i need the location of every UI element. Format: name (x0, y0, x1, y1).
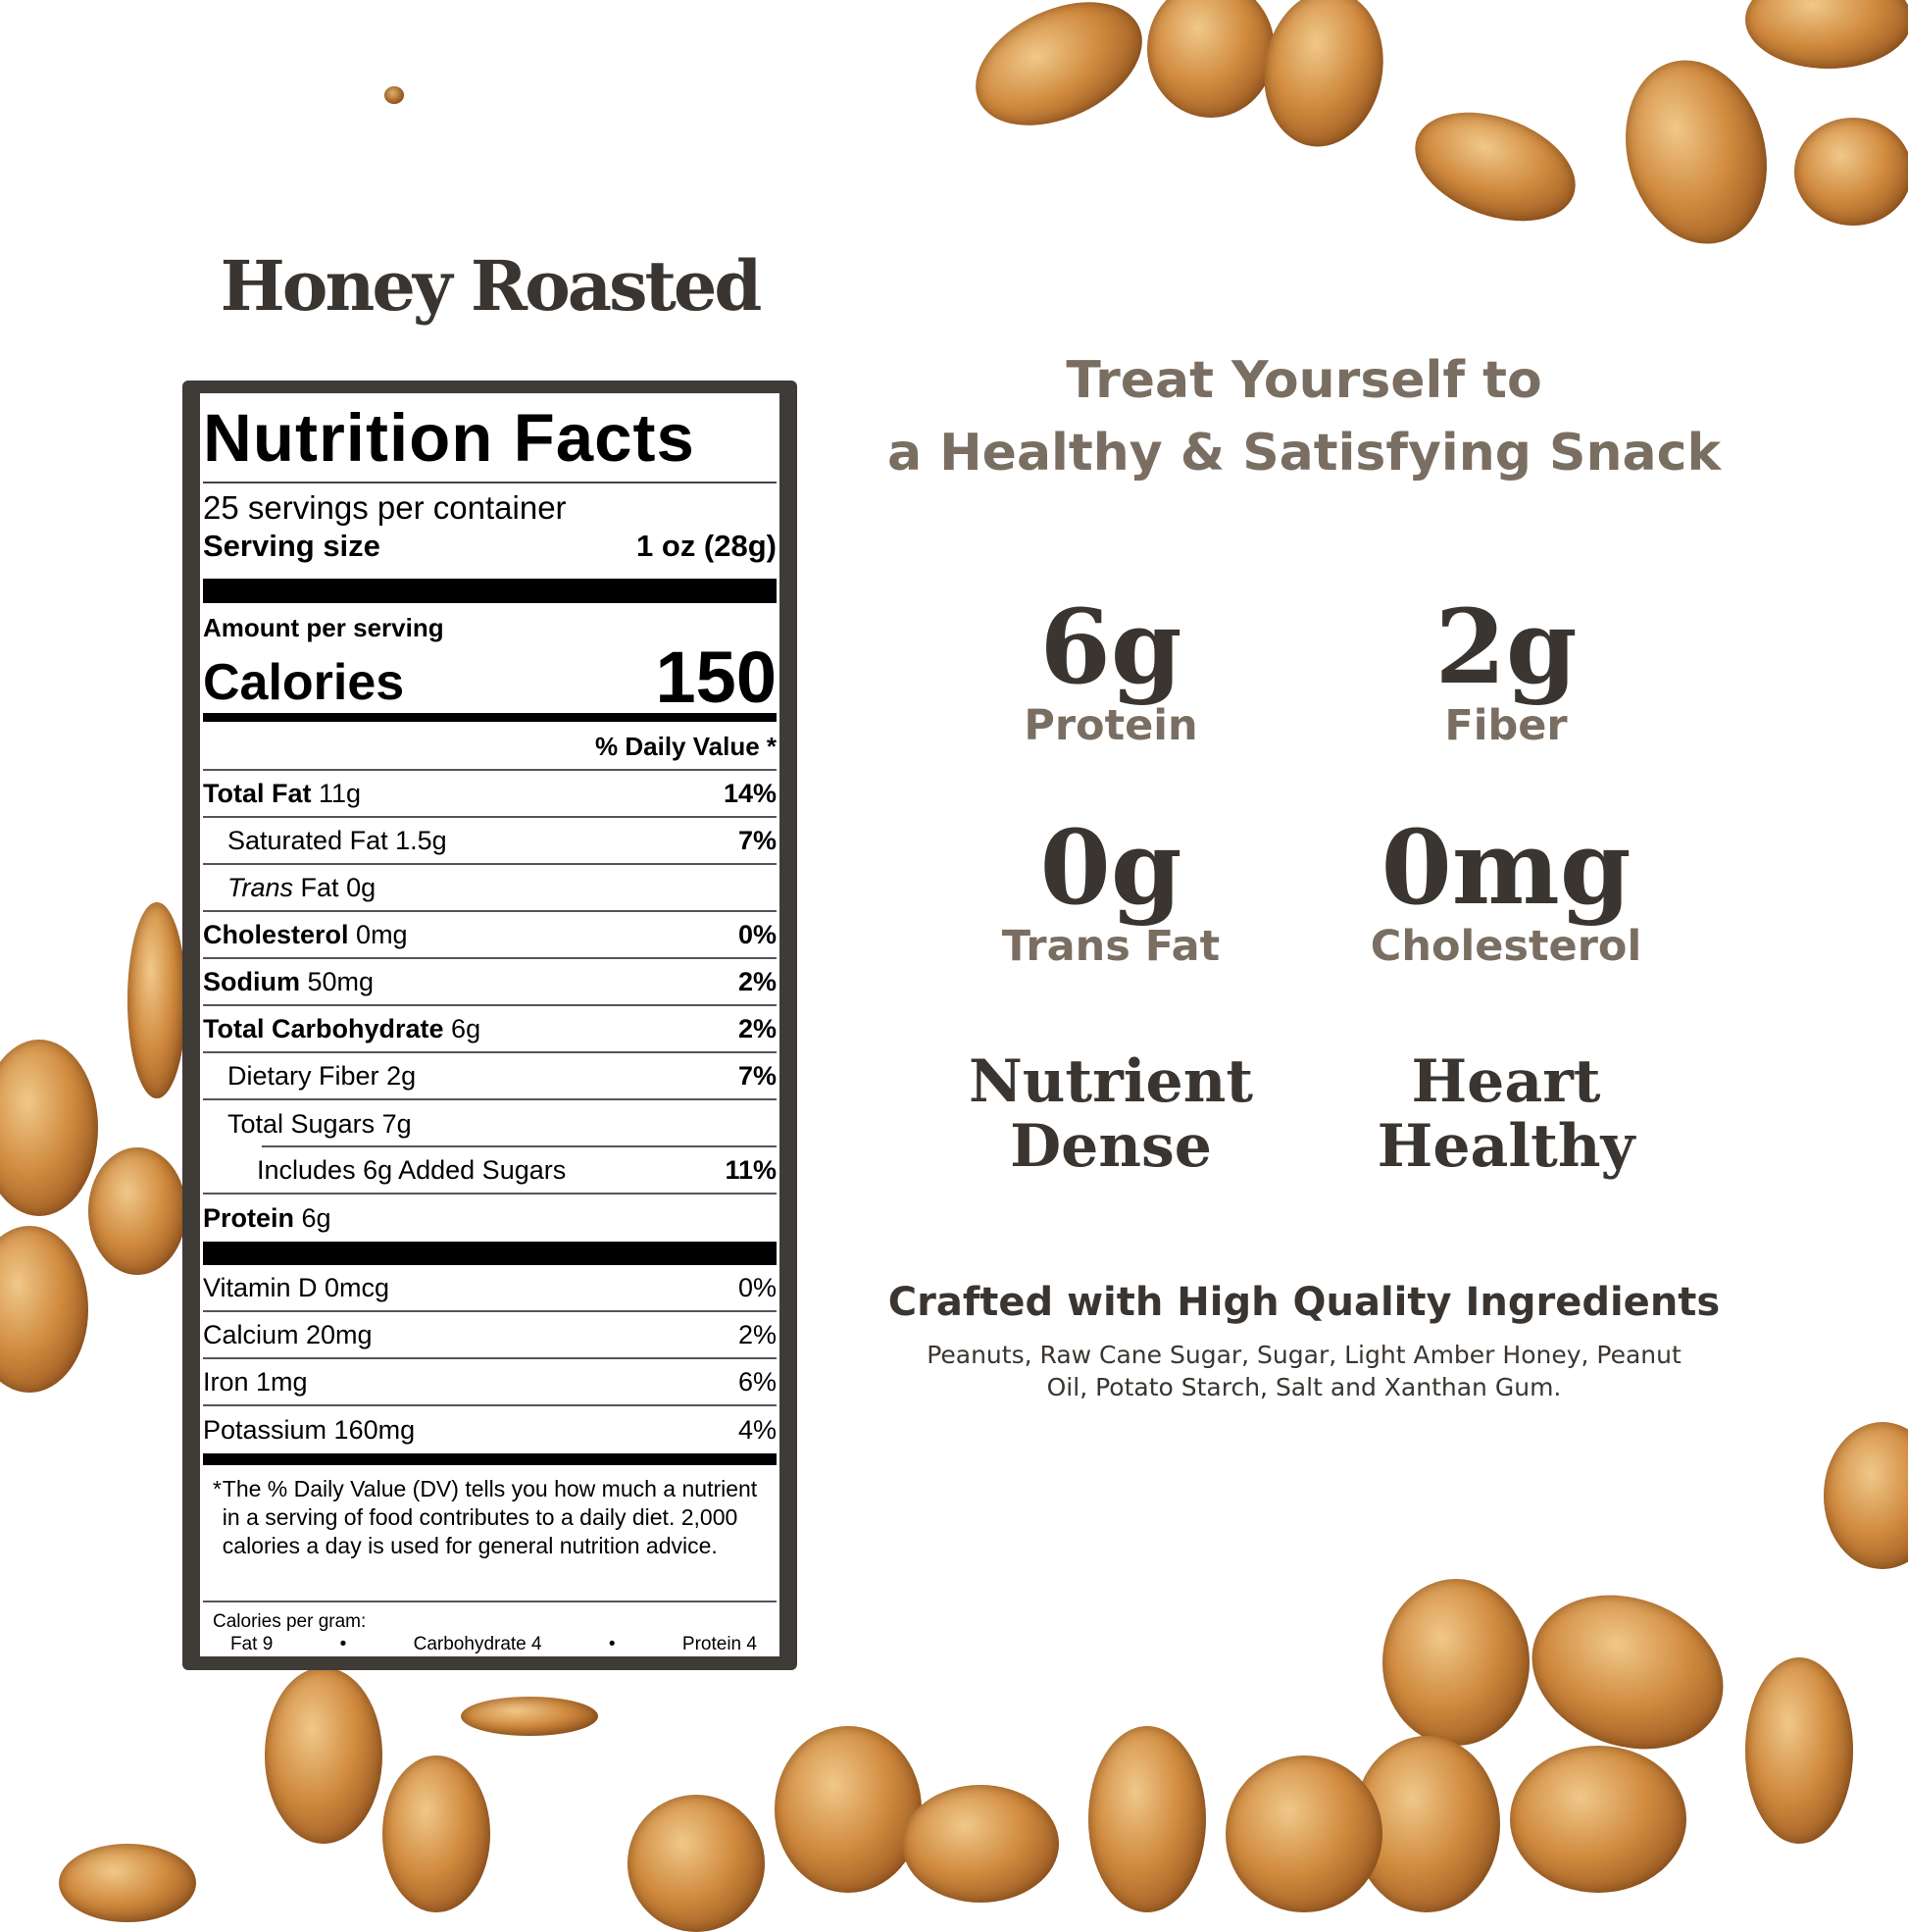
divider (203, 579, 777, 603)
divider (203, 1453, 777, 1465)
nutrient-row-total-sugars: Total Sugars 7g (203, 1100, 777, 1147)
daily-value-header: % Daily Value * (203, 722, 777, 771)
stat-cholesterol: 0mg Cholesterol (1370, 807, 1642, 972)
calories-label: Calories (203, 654, 405, 711)
claim-nutrient-dense: Nutrient Dense (968, 1047, 1254, 1181)
nutrient-row-sodium: Sodium 50mg 2% (203, 959, 777, 1006)
servings-section: 25 servings per container Serving size 1 … (203, 483, 777, 579)
nutrient-row-dietary-fiber: Dietary Fiber 2g 7% (203, 1053, 777, 1100)
vitamin-row: Potassium 160mg 4% (203, 1414, 777, 1445)
ingredients-list: Peanuts, Raw Cane Sugar, Sugar, Light Am… (927, 1341, 1682, 1401)
stat-fiber: 2g Fiber (1434, 586, 1578, 751)
nutrient-row-cholesterol: Cholesterol 0mg 0% (203, 912, 777, 959)
vitamin-row: Calcium 20mg 2% (203, 1312, 777, 1359)
stat-trans-fat: 0g Trans Fat (1001, 807, 1221, 972)
headline: Treat Yourself to a Healthy & Satisfying… (886, 351, 1722, 483)
nutrient-row-protein: Protein 6g (203, 1202, 331, 1233)
amount-per-serving: Amount per serving (203, 613, 444, 642)
nutrient-row-total-fat: Total Fat 11g 14% (203, 771, 777, 818)
ingredients-section: Crafted with High Quality Ingredients Pe… (882, 1280, 1726, 1403)
nutrient-row-saturated-fat: Saturated Fat 1.5g 7% (203, 818, 777, 865)
footnote: * The % Daily Value (DV) tells you how mu… (203, 1465, 777, 1602)
nutrition-facts-label: Nutrition Facts 25 servings per containe… (182, 381, 797, 1670)
ingredients-title: Crafted with High Quality Ingredients (887, 1280, 1721, 1325)
serving-size-value: 1 oz (28g) (636, 529, 777, 563)
divider (203, 1242, 777, 1265)
nutrient-row-trans-fat: Trans Fat 0g (203, 865, 777, 912)
vitamin-row: Iron 1mg 6% (203, 1359, 777, 1406)
vitamin-row: Vitamin D 0mcg 0% (203, 1265, 777, 1312)
servings-per-container: 25 servings per container (203, 489, 567, 526)
calories-value: 150 (655, 636, 777, 718)
serving-size-label: Serving size (203, 529, 380, 563)
nutrient-row-added-sugars: Includes 6g Added Sugars 11% (203, 1147, 777, 1195)
claim-heart-healthy: Heart Healthy (1377, 1047, 1635, 1181)
nutrition-facts-title: Nutrition Facts (203, 393, 777, 483)
calories-section: Amount per serving Calories 150 (203, 603, 777, 718)
stat-protein: 6g Protein (1024, 586, 1198, 751)
divider (203, 713, 777, 722)
product-title: Honey Roasted (220, 245, 763, 327)
nutrient-row-total-carbohydrate: Total Carbohydrate 6g 2% (203, 1006, 777, 1053)
calories-per-gram: Calories per gram: Fat 9 • Carbohydrate 4 •… (213, 1611, 757, 1654)
